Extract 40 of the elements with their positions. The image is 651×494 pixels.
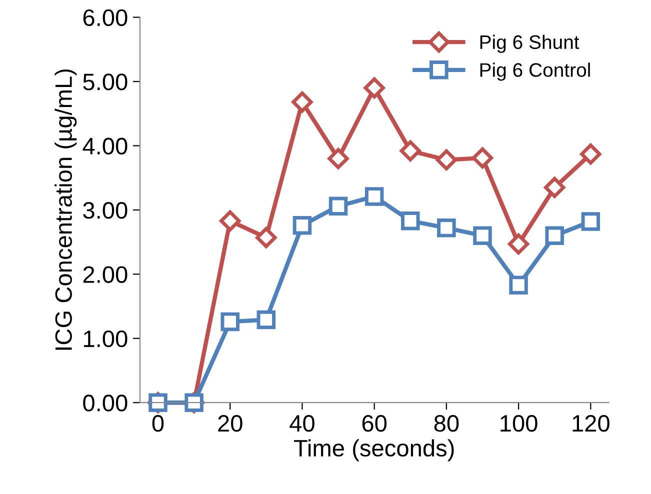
point [400,140,421,162]
point [292,91,313,113]
point [508,233,530,255]
point [364,187,384,206]
x-tick-label: 120 [572,415,610,432]
point [545,226,564,246]
point [328,196,348,216]
legend-label: Pig 6 Control [480,62,590,81]
point [220,312,240,332]
point [401,211,420,230]
x-tick-label: 60 [362,415,387,432]
point [256,226,277,248]
point [328,148,349,170]
point [436,149,458,170]
legend-label: Pig 6 Shunt [480,34,580,53]
point [509,276,528,294]
x-tick-label: 40 [290,415,314,432]
point [472,147,494,169]
y-tick-label: 3.00 [83,202,128,219]
x-axis-title: Time (seconds) [294,439,454,462]
y-axis-title: ICG Concentration (µg/mL) [54,69,77,350]
point [292,216,312,235]
point [544,176,566,198]
x-tick-label: 0 [152,415,164,432]
x-tick-label: 20 [218,415,242,432]
point [580,144,602,165]
point [581,212,600,231]
point [256,310,276,330]
y-tick-label: 2.00 [83,266,128,283]
y-tick-label: 1.00 [84,330,128,348]
point [473,226,492,246]
x-tick-label: 100 [500,415,538,432]
y-tick-label: 5.00 [83,74,128,90]
y-tick-label: 4.00 [82,138,128,155]
x-tick-label: 80 [434,415,459,432]
point [437,218,456,238]
point [364,77,385,99]
point [220,210,241,232]
y-tick-label: 6.00 [83,9,128,26]
y-tick-label: 0.00 [83,394,128,412]
